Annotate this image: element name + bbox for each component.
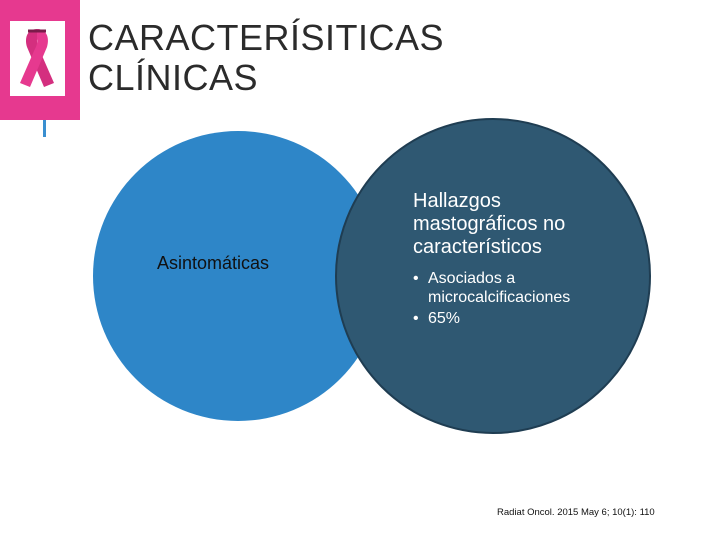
- heading-line: característicos: [413, 236, 542, 258]
- left-circle-label: Asintomáticas: [157, 253, 270, 273]
- bullet-line: microcalcificaciones: [428, 289, 571, 306]
- heading-line: Hallazgos: [413, 190, 501, 212]
- bullet-line: Asociados a: [428, 270, 516, 287]
- accent-line: [43, 120, 46, 137]
- citation: Radiat Oncol. 2015 May 6; 10(1): 110: [497, 507, 655, 518]
- title-line-2: CLÍNICAS: [88, 57, 259, 98]
- title-line-1: CARACTERÍSITICAS: [88, 17, 445, 58]
- left-circle: [93, 131, 383, 421]
- logo-panel: [0, 0, 80, 120]
- pink-ribbon-icon: [10, 21, 65, 96]
- bullet-item: • 65%: [413, 309, 633, 328]
- bullet-item: • Asociados a microcalcificaciones: [413, 269, 633, 307]
- bullet-dot: •: [413, 310, 419, 327]
- bullet-dot: •: [413, 270, 419, 287]
- right-circle-content: Hallazgos mastográficos no característic…: [413, 190, 633, 330]
- right-circle: [335, 118, 651, 434]
- bullet-line: 65%: [428, 310, 461, 327]
- bullet-list: • Asociados a microcalcificaciones • 65%: [413, 269, 633, 328]
- heading-line: mastográficos no: [413, 213, 566, 235]
- right-circle-heading: Hallazgos mastográficos no característic…: [413, 190, 633, 259]
- slide-title: CARACTERÍSITICAS CLÍNICAS: [88, 18, 444, 98]
